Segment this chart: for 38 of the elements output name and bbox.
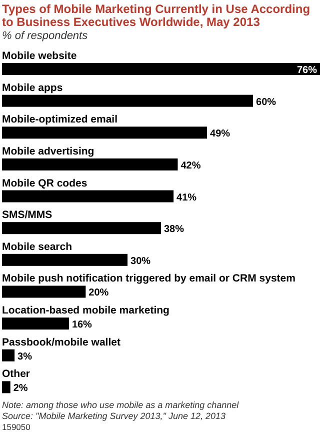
y-tick-label: SMS/MMS <box>2 209 52 222</box>
data-label: 16% <box>72 320 92 331</box>
chart-subtitle: % of respondents <box>2 30 88 42</box>
data-label: 3% <box>18 351 32 362</box>
data-label: 41% <box>176 192 197 204</box>
y-tick-label: Mobile QR codes <box>2 177 88 190</box>
y-tick-label: Mobile advertising <box>2 145 94 158</box>
bar <box>2 381 10 394</box>
bar <box>2 222 161 234</box>
source-note: Source: "Mobile Marketing Survey 2013," June 12, 2013 <box>2 411 226 421</box>
data-label: 60% <box>256 96 276 108</box>
y-tick-label: Mobile push notification triggered by email or CRM system <box>2 272 296 285</box>
bar <box>2 318 69 330</box>
y-tick-label: Mobile search <box>2 240 72 253</box>
y-tick-label: Mobile apps <box>2 82 63 94</box>
data-label: 30% <box>130 256 151 267</box>
bar <box>2 190 174 202</box>
bar <box>2 158 178 170</box>
data-label: 49% <box>210 128 230 140</box>
bar <box>2 63 320 75</box>
y-tick-label: Location-based mobile marketing <box>2 304 170 317</box>
bar <box>2 126 208 139</box>
bar <box>2 254 128 266</box>
y-tick-label: Other <box>2 368 30 380</box>
text: Note: among those who use mobile as a marketing channel <box>2 400 240 410</box>
chart-title: Types of Mobile Marketing Currently in Use According to Business Executives Worldwide, May 2013 <box>2 2 310 29</box>
data-label: 76% <box>296 65 318 76</box>
text: 159050 <box>2 422 31 432</box>
bar <box>2 94 254 107</box>
y-tick-label: Mobile-optimized email <box>2 114 118 126</box>
bar <box>2 349 15 362</box>
y-tick-label: Passbook/mobile wallet <box>2 336 121 348</box>
data-label: 42% <box>180 160 201 172</box>
data-label: 2% <box>13 383 28 394</box>
bar <box>2 286 86 298</box>
data-label: 20% <box>88 288 109 299</box>
y-tick-label: Mobile website <box>2 50 77 62</box>
data-label: 38% <box>164 224 184 236</box>
